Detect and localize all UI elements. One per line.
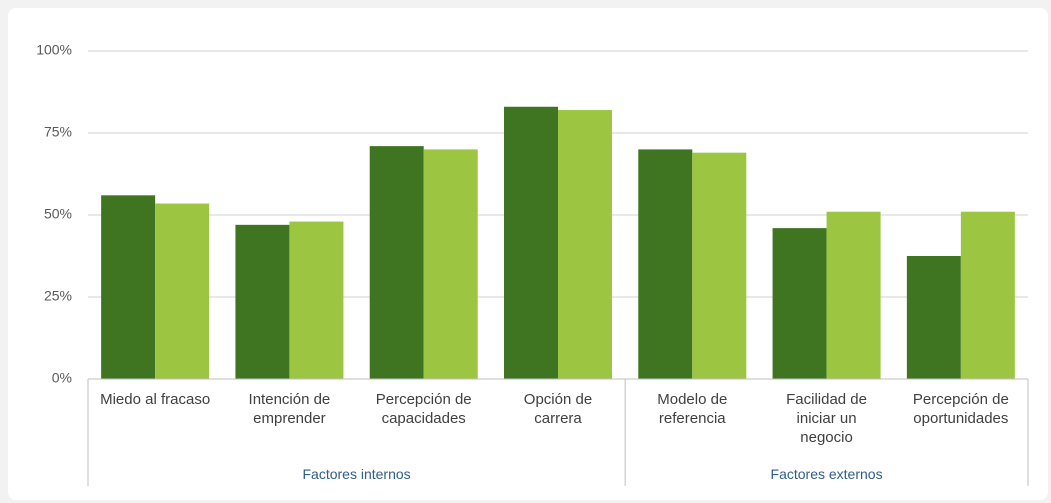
bar — [960, 211, 1015, 379]
bar — [235, 224, 290, 379]
y-tick-label: 100% — [36, 42, 72, 58]
x-tick-label: Opción de carrera — [523, 391, 593, 427]
bar — [558, 110, 612, 379]
bar — [369, 146, 424, 379]
y-tick-label: 75% — [44, 124, 72, 140]
bar — [504, 106, 558, 379]
x-tick-label: Percepción de oportunidades — [912, 391, 1009, 427]
bar — [772, 228, 827, 379]
y-tick-label: 25% — [44, 288, 72, 304]
x-tick-label: Modelo de referencia — [657, 391, 728, 427]
y-tick-label: 50% — [44, 206, 72, 222]
bar — [101, 195, 156, 379]
x-tick-label: Facilidad de iniciar un negocio — [786, 391, 867, 446]
x-tick-label: Intención de emprender — [248, 391, 331, 427]
x-tick-label: Percepción de capacidades — [375, 391, 472, 427]
bar — [692, 152, 747, 379]
bar — [906, 256, 961, 379]
bar — [638, 149, 693, 379]
bar — [423, 149, 478, 379]
group-label: Factores externos — [770, 466, 883, 482]
x-tick-label: Miedo al fracaso — [100, 391, 211, 408]
group-label: Factores internos — [302, 466, 411, 482]
bar — [289, 221, 344, 379]
bar — [155, 203, 210, 379]
y-tick-label: 0% — [52, 370, 72, 386]
bar — [826, 211, 881, 379]
